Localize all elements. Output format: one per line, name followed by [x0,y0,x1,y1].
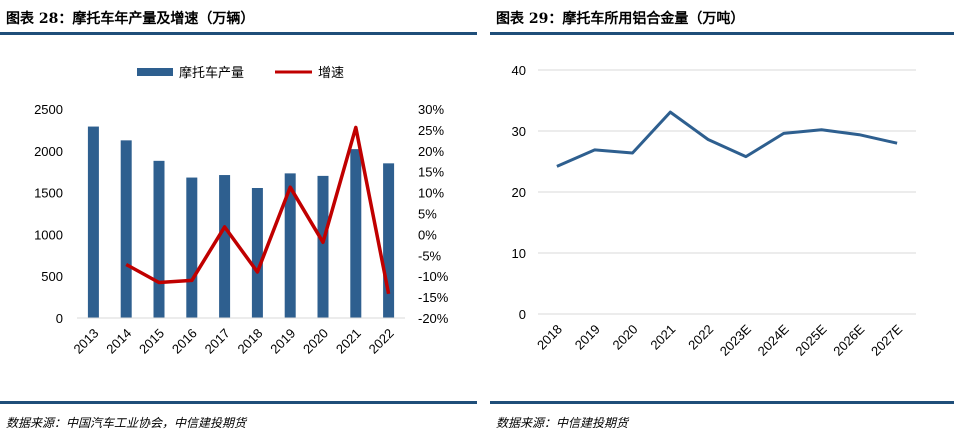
figure-title: 图表 29：摩托车所用铝合金量（万吨） [496,11,745,27]
x-tick-label: 2015 [136,326,167,357]
panel-production: 图表 28：摩托车年产量及增速（万辆） 摩托车产量 增速 0 500 1000 1500 2… [0,11,477,430]
bar-production [284,173,296,318]
production-growth-chart: 摩托车产量 增速 0 500 1000 1500 2000 2500 -20% -15% -10% -… [34,65,449,357]
legend-swatch-production [137,68,173,76]
x-tick-label: 2014 [103,326,134,357]
growth-line [125,125,391,295]
y-right-tick-label: -5% [418,248,442,263]
footer-rule [0,401,477,404]
y-left-tick-label: 1500 [34,186,63,201]
x-tick-label: 2018 [534,322,565,353]
x-tick-label: 2024E [755,321,792,358]
y-left-tick-label: 500 [41,269,63,284]
bar-production [251,188,263,318]
panel-aluminum: 图表 29：摩托车所用铝合金量（万吨） 0 10 20 30 40 2018 2019 202… [490,0,954,448]
bar-production [350,149,362,318]
y-right-tick-label: 25% [418,123,444,138]
y-right-tick-label: 15% [418,165,444,180]
aluminum-line [556,110,898,168]
legend-label-growth: 增速 [318,65,344,80]
x-tick-label: 2022 [685,322,716,353]
y-tick-label: 10 [512,246,526,261]
source-note: 数据来源：中国汽车工业协会，中信建投期货 [6,416,247,430]
x-tick-label: 2020 [610,322,641,353]
footer-rule [490,401,954,404]
y-right-tick-label: -20% [418,311,449,326]
x-tick-label: 2021 [647,322,678,353]
y-left-tick-label: 2500 [34,102,63,117]
x-tick-label: 2019 [267,326,298,357]
y-right-tick-label: 10% [418,186,444,201]
x-tick-label: 2013 [70,326,101,357]
title-rule [0,32,477,35]
y-right-tick-label: 20% [418,144,444,159]
x-tick-label: 2017 [202,326,233,357]
y-right-tick-label: -10% [418,269,449,284]
y-left-tick-label: 2000 [34,144,63,159]
bar-production [186,177,198,318]
y-tick-label: 0 [519,307,526,322]
x-tick-label: 2021 [333,326,364,357]
bar-production [153,160,165,318]
y-right-tick-label: 30% [418,102,444,117]
x-tick-label: 2026E [830,321,867,358]
bar-production [87,126,99,318]
y-tick-label: 40 [512,63,526,78]
y-tick-label: 30 [512,124,526,139]
bar-production [383,163,395,318]
figure-title: 图表 28：摩托车年产量及增速（万辆） [6,11,255,27]
x-tick-label: 2016 [169,326,200,357]
x-tick-label: 2025E [792,321,829,358]
bar-production [120,140,132,318]
x-tick-label: 2018 [234,326,265,357]
y-tick-label: 20 [512,185,526,200]
y-right-tick-label: 5% [418,207,437,222]
legend-label-production: 摩托车产量 [179,65,244,80]
bar-production [317,175,329,318]
x-tick-label: 2020 [300,326,331,357]
bar-production [219,175,231,318]
y-left-tick-label: 0 [56,311,63,326]
x-tick-label: 2019 [572,322,603,353]
x-tick-label: 2022 [366,326,397,357]
y-right-tick-label: -15% [418,290,449,305]
title-rule [490,32,954,35]
y-left-tick-label: 1000 [34,227,63,242]
source-note: 数据来源：中信建投期货 [496,416,629,430]
y-right-tick-label: 0% [418,227,437,242]
x-tick-label: 2027E [868,321,905,358]
x-tick-label: 2023E [717,321,754,358]
